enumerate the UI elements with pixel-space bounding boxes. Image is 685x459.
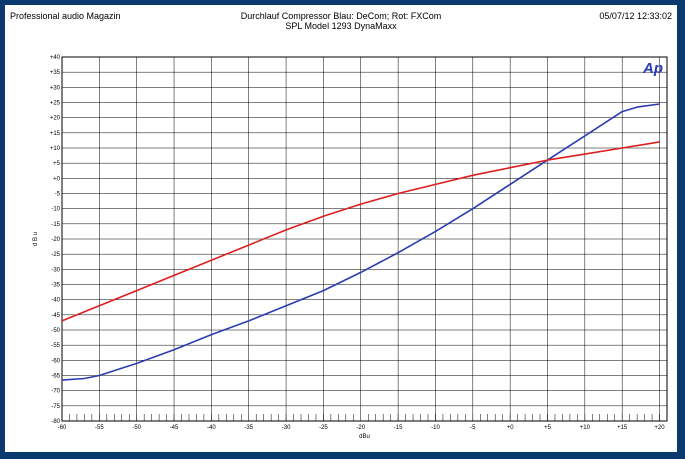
header-timestamp: 05/07/12 12:33:02 <box>599 11 672 21</box>
tick-labels: +40 +35 +30 +25 +20 +15 +10 +5 +0 -5 -10 -15 -20 -25 -… <box>50 55 665 431</box>
y-tick-label: +15 <box>50 131 61 137</box>
x-tick-label: -55 <box>95 425 104 431</box>
series-lines <box>61 103 660 381</box>
x-tick-label: -50 <box>132 425 141 431</box>
y-tick-label: -45 <box>51 313 60 319</box>
x-tick-label: -45 <box>170 425 179 431</box>
y-tick-label: -35 <box>51 283 60 289</box>
x-tick-label: -10 <box>431 425 440 431</box>
y-tick-label: +0 <box>53 176 61 182</box>
title-line-2: SPL Model 1293 DynaMaxx <box>285 21 397 31</box>
y-tick-label: +20 <box>50 116 61 122</box>
x-tick-label: +0 <box>507 425 515 431</box>
y-tick-label: -40 <box>51 298 60 304</box>
y-tick-label: +25 <box>50 101 61 107</box>
y-tick-label: +35 <box>50 70 61 76</box>
x-tick-label: -25 <box>319 425 328 431</box>
y-tick-label: +40 <box>50 55 61 61</box>
y-tick-label: -60 <box>51 358 60 364</box>
y-tick-label: -5 <box>55 192 61 198</box>
chart-frame: Professional audio Magazin Durchlauf Com… <box>5 5 677 452</box>
y-tick-label: -15 <box>51 222 60 228</box>
series-line-2 <box>61 141 660 322</box>
x-tick-label: -30 <box>282 425 291 431</box>
x-axis-label: dBu <box>359 434 370 440</box>
x-tick-label: -35 <box>244 425 253 431</box>
y-tick-label: -20 <box>51 237 60 243</box>
x-tick-label: +20 <box>654 425 665 431</box>
x-tick-label: +10 <box>580 425 591 431</box>
x-tick-label: -20 <box>356 425 365 431</box>
y-tick-label: -65 <box>51 374 60 380</box>
x-tick-label: -5 <box>470 425 476 431</box>
series-line-1 <box>61 103 660 381</box>
y-tick-label: +5 <box>53 161 61 167</box>
y-tick-label: +10 <box>50 146 61 152</box>
x-tick-label: -15 <box>394 425 403 431</box>
x-tick-label: +15 <box>617 425 628 431</box>
y-axis-label: d B u <box>33 232 39 246</box>
ap-logo: Ap <box>642 60 663 77</box>
y-tick-label: -25 <box>51 252 60 258</box>
title-line-1: Durchlauf Compressor Blau: DeCom; Rot: F… <box>240 11 442 21</box>
y-tick-label: +30 <box>50 85 61 91</box>
y-tick-label: -55 <box>51 343 60 349</box>
x-tick-label: -60 <box>58 425 67 431</box>
y-tick-label: -75 <box>51 404 60 410</box>
y-tick-label: -80 <box>51 419 60 425</box>
header-left: Professional audio Magazin <box>10 11 121 21</box>
x-tick-label: +5 <box>544 425 552 431</box>
grid <box>61 56 668 422</box>
x-tick-label: -40 <box>207 425 216 431</box>
y-tick-label: -70 <box>51 389 60 395</box>
y-tick-label: -30 <box>51 267 60 273</box>
y-tick-label: -10 <box>51 207 60 213</box>
y-tick-label: -50 <box>51 328 60 334</box>
chart-title: Durchlauf Compressor Blau: DeCom; Rot: F… <box>5 11 677 31</box>
